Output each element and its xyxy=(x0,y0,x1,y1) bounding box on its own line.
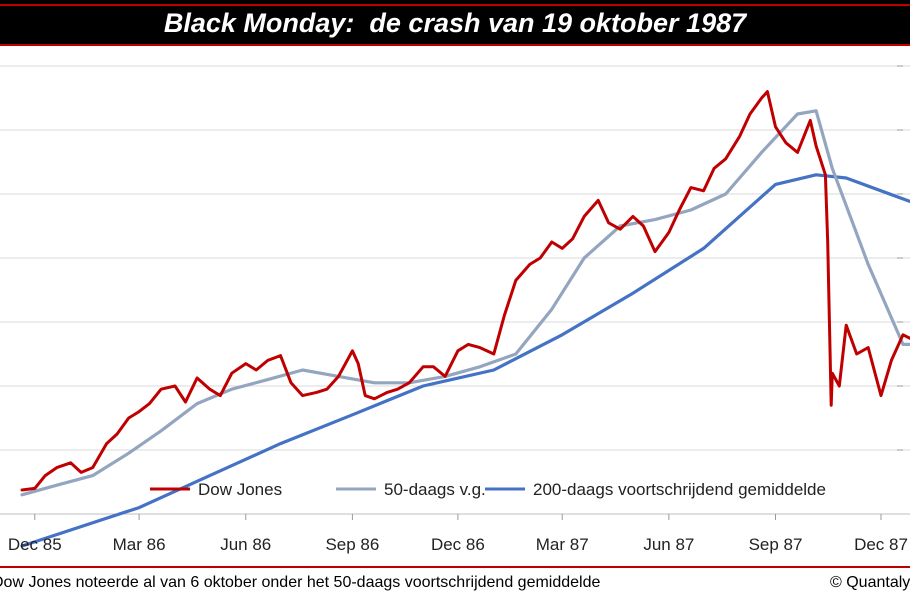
legend: Dow Jones 50-daags v.g. 200-daags voortsch… xyxy=(150,480,826,499)
chart-canvas: Dec 85 Mar 86 Jun 86 Sep 86 Dec 86 Mar 87 Jun … xyxy=(0,65,910,554)
x-tick-label: Dec 86 xyxy=(431,535,485,554)
gridlines xyxy=(0,65,910,515)
chart-title: Black Monday: de crash van 19 oktober 19… xyxy=(163,7,747,38)
footer-bar: Dow Jones noteerde al van 6 oktober onde… xyxy=(0,566,910,598)
x-tick-label: Jun 86 xyxy=(220,535,271,554)
series-line-dow-jones xyxy=(20,90,910,492)
x-tick-label: Dec 87 xyxy=(854,535,908,554)
series-lines xyxy=(20,90,910,548)
title-bar: Black Monday: de crash van 19 oktober 19… xyxy=(0,0,910,46)
x-tick-label: Jun 87 xyxy=(643,535,694,554)
legend-label: Dow Jones xyxy=(198,480,282,499)
legend-label: 200-daags voortschrijdend gemiddelde xyxy=(533,480,826,499)
legend-label: 50-daags v.g. xyxy=(384,480,486,499)
footnote: Dow Jones noteerde al van 6 oktober onde… xyxy=(0,574,601,591)
x-tick-label: Mar 86 xyxy=(113,535,166,554)
x-tick-label: Mar 87 xyxy=(536,535,589,554)
series-line-ma50 xyxy=(20,109,910,497)
x-axis-ticks: Dec 85 Mar 86 Jun 86 Sep 86 Dec 86 Mar 87 Jun … xyxy=(8,514,908,554)
series-line-ma200 xyxy=(20,173,910,548)
title-top-rule xyxy=(0,4,910,6)
title-bottom-rule xyxy=(0,44,910,46)
x-tick-label: Dec 85 xyxy=(8,535,62,554)
x-tick-label: Sep 86 xyxy=(325,535,379,554)
copyright: © Quantalys xyxy=(830,574,910,591)
x-tick-label: Sep 87 xyxy=(749,535,803,554)
